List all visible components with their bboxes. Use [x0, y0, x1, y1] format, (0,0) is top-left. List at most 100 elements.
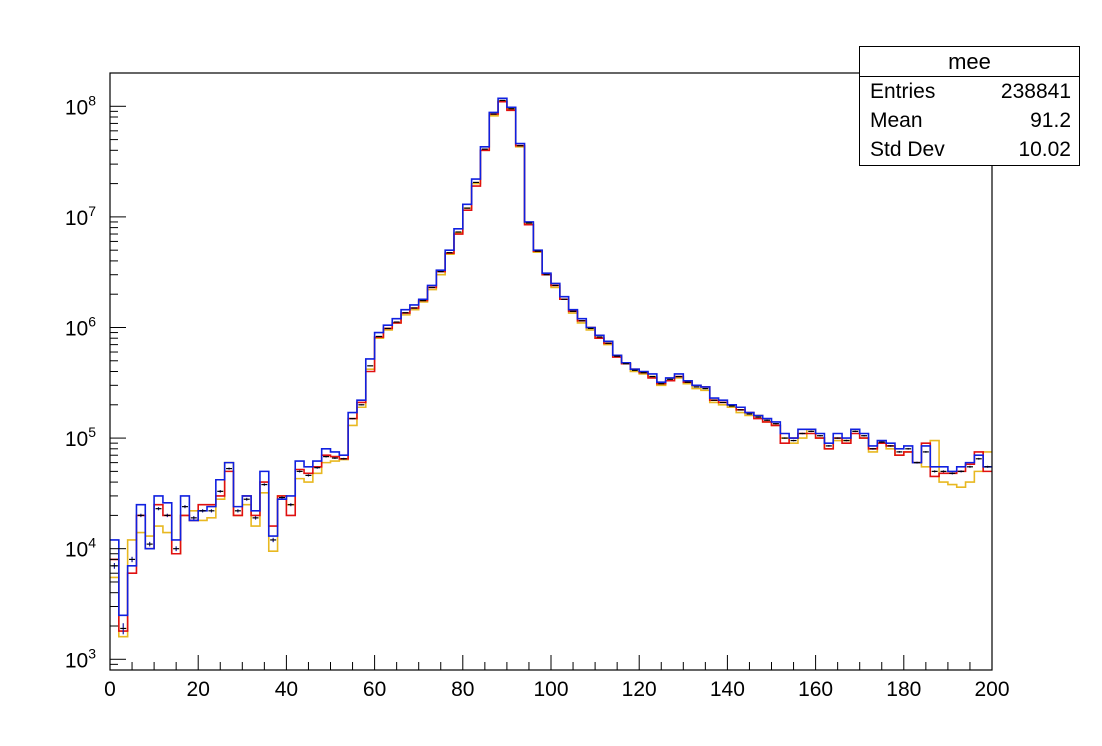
data-point — [155, 507, 162, 511]
stats-row-entries: Entries 238841 — [860, 77, 1079, 106]
data-point — [746, 413, 753, 415]
data-point — [772, 423, 779, 425]
data-point — [658, 383, 665, 385]
data-point — [869, 447, 876, 450]
data-point — [719, 401, 726, 404]
data-point — [878, 441, 885, 443]
data-point — [702, 388, 709, 390]
data-point — [314, 466, 321, 469]
data-point — [340, 457, 347, 460]
data-point — [323, 455, 330, 458]
data-point — [949, 472, 956, 475]
data-point — [270, 537, 277, 543]
x-tick-label: 20 — [187, 678, 210, 701]
data-point — [181, 505, 188, 509]
data-point — [199, 509, 206, 513]
stats-label: Std Dev — [870, 138, 945, 161]
x-tick-label: 160 — [798, 678, 833, 701]
stats-value: 238841 — [1000, 80, 1071, 103]
data-point — [605, 342, 612, 344]
data-point — [817, 435, 824, 437]
data-point — [190, 516, 197, 520]
stats-row-stddev: Std Dev 10.02 — [860, 135, 1079, 164]
data-point — [296, 470, 303, 473]
data-point — [852, 430, 859, 433]
data-point — [755, 416, 762, 418]
data-point — [331, 457, 338, 459]
data-point — [693, 386, 700, 388]
x-tick-label: 120 — [622, 678, 657, 701]
stats-value: 91.2 — [1030, 109, 1071, 132]
data-point — [649, 375, 656, 378]
data-point — [622, 363, 629, 365]
histogram-series-2 — [110, 97, 992, 617]
data-point — [667, 378, 674, 380]
data-point — [129, 556, 136, 563]
data-point — [631, 369, 638, 371]
data-point — [790, 439, 797, 442]
histogram-series-0 — [110, 100, 992, 638]
data-point — [596, 336, 603, 338]
data-point — [137, 513, 144, 518]
data-point — [922, 451, 929, 453]
data-point — [278, 496, 285, 499]
y-tick-label: 106 — [65, 313, 96, 340]
data-point — [737, 409, 744, 411]
data-point — [975, 457, 982, 460]
data-point — [684, 381, 691, 383]
x-tick-label: 0 — [104, 678, 116, 701]
data-point — [234, 509, 241, 513]
data-point — [675, 375, 682, 378]
data-point — [931, 470, 938, 473]
x-tick-label: 40 — [275, 678, 298, 701]
data-point — [217, 490, 224, 493]
data-point — [940, 470, 947, 473]
x-tick-label: 200 — [974, 678, 1009, 701]
x-tick-label: 80 — [451, 678, 474, 701]
data-point — [358, 404, 365, 406]
stats-label: Entries — [870, 80, 936, 103]
data-point — [825, 445, 832, 447]
data-point — [164, 513, 171, 518]
data-point — [640, 372, 647, 374]
y-tick-label: 105 — [65, 424, 96, 451]
data-point — [905, 447, 912, 450]
data-point — [287, 503, 294, 507]
data-point — [173, 546, 180, 552]
data-point — [764, 419, 771, 421]
stats-label: Mean — [870, 109, 923, 132]
data-point — [146, 541, 153, 547]
y-tick-label: 103 — [65, 645, 96, 672]
data-point — [208, 509, 215, 513]
stats-value: 10.02 — [1018, 138, 1071, 161]
data-point — [896, 451, 903, 453]
data-point — [376, 335, 383, 338]
data-point — [781, 437, 788, 439]
data-point — [914, 461, 921, 464]
data-point — [711, 399, 718, 401]
data-point — [305, 474, 312, 477]
data-point — [834, 437, 841, 439]
data-point — [799, 432, 806, 435]
data-point — [226, 467, 233, 470]
data-point — [261, 483, 268, 486]
data-point — [808, 430, 815, 433]
data-point — [958, 470, 965, 473]
data-point — [728, 405, 735, 407]
data-point — [120, 623, 127, 635]
data-point — [252, 516, 259, 520]
histogram-series-1 — [110, 100, 992, 632]
data-point — [614, 355, 621, 357]
data-point — [349, 417, 356, 420]
stats-title: mee — [860, 47, 1079, 77]
stats-box: mee Entries 238841 Mean 91.2 Std Dev 10.… — [859, 46, 1080, 166]
x-tick-label: 60 — [363, 678, 386, 701]
stats-row-mean: Mean 91.2 — [860, 106, 1079, 135]
data-point — [367, 365, 374, 367]
x-tick-label: 100 — [533, 678, 568, 701]
data-point — [887, 445, 894, 447]
y-tick-label: 108 — [65, 92, 96, 119]
data-point — [243, 497, 250, 501]
y-tick-label: 104 — [65, 535, 96, 562]
